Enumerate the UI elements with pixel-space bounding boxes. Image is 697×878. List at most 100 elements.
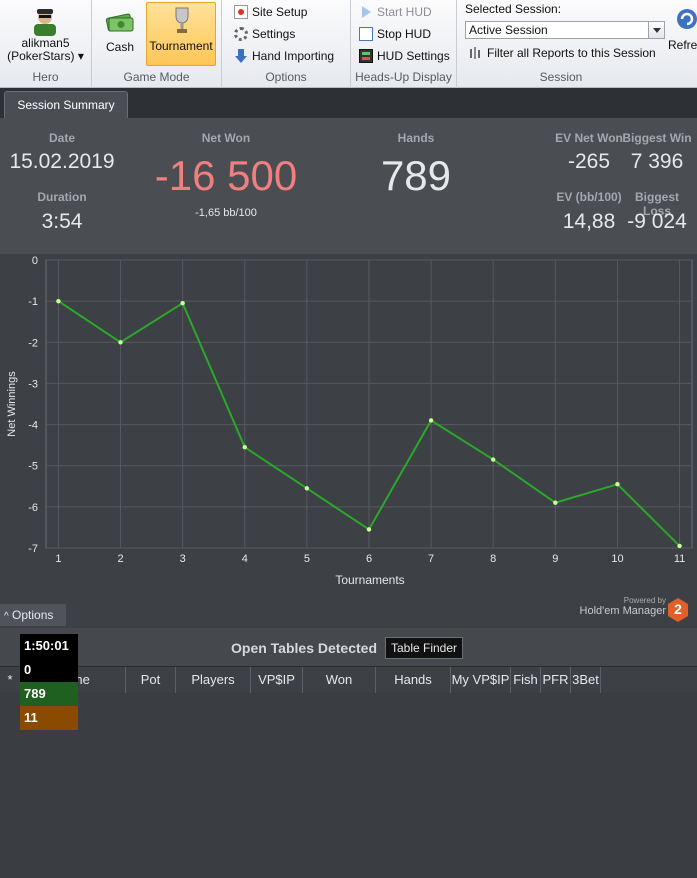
tournament-button[interactable]: Tournament xyxy=(146,2,216,66)
hud-group-label: Heads-Up Display xyxy=(355,70,452,84)
session-group-label: Session xyxy=(539,70,583,84)
biggest-loss-label: Biggest Loss xyxy=(634,190,679,218)
site-setup-button[interactable]: Site Setup xyxy=(234,2,307,22)
y-tick-label: -7 xyxy=(28,543,38,555)
x-tick-label: 8 xyxy=(490,553,496,565)
column-fish[interactable]: Fish xyxy=(511,667,541,693)
column-hands[interactable]: Hands xyxy=(376,667,451,693)
options-group-label: Options xyxy=(265,70,307,84)
stop-hud-button[interactable]: Stop HUD xyxy=(359,24,431,44)
biggest-loss-value: -9 024 xyxy=(627,210,687,233)
hud-timer: 1:50:01 xyxy=(20,634,78,658)
x-tick-label: 7 xyxy=(428,553,434,565)
chart-svg: 0 -1 -2 -3 -4 -5 -6 -7 1 2 3 4 5 6 7 8 9 10 11 Tournament… xyxy=(6,255,693,587)
column-3bet[interactable]: 3Bet xyxy=(571,667,601,693)
x-tick-label: 9 xyxy=(552,553,558,565)
play-icon xyxy=(362,6,371,18)
session-select-value: Active Session xyxy=(469,23,548,37)
data-point xyxy=(677,543,682,549)
x-tick-label: 11 xyxy=(674,553,685,565)
hands-label: Hands xyxy=(397,131,435,145)
hero-name[interactable]: alikman5 (PokerStars) ▾ xyxy=(0,37,91,63)
column-my-vpip[interactable]: My VP$IP xyxy=(451,667,511,693)
data-point xyxy=(428,418,434,423)
tables-column-header: * Name Pot Players VP$IP Won Hands My VP… xyxy=(0,666,697,693)
hero-group-label: Hero xyxy=(32,70,59,84)
biggest-win-label: Biggest Win xyxy=(622,131,692,145)
settings-label: Settings xyxy=(252,27,296,41)
chart-grid xyxy=(45,259,693,549)
net-winnings-chart: 0 -1 -2 -3 -4 -5 -6 -7 1 2 3 4 5 6 7 8 9 10 11 Tournament… xyxy=(0,254,697,628)
net-won-label: Net Won xyxy=(201,131,251,145)
hand-importing-button[interactable]: Hand Importing xyxy=(234,46,334,66)
column-pfr[interactable]: PFR xyxy=(541,667,571,693)
data-point xyxy=(366,527,372,532)
hero-avatar-icon[interactable] xyxy=(30,4,60,36)
biggest-win-value: 7 396 xyxy=(630,150,684,173)
session-select[interactable]: Active Session xyxy=(465,21,665,39)
hm2-logo-icon: 2 xyxy=(668,598,688,622)
duration-value: 3:54 xyxy=(41,210,83,233)
x-axis-label: Tournaments xyxy=(335,573,404,587)
hand-importing-label: Hand Importing xyxy=(252,49,335,63)
hands-value: 789 xyxy=(380,152,452,199)
cash-icon xyxy=(105,13,134,32)
options-group: Site Setup Settings Hand Importing Optio… xyxy=(222,0,351,88)
download-arrow-icon xyxy=(235,49,247,63)
powered-by-text: Powered by xyxy=(623,596,666,605)
site-setup-icon xyxy=(234,5,248,19)
y-tick-label: -6 xyxy=(28,502,38,514)
start-hud-button[interactable]: Start HUD xyxy=(359,2,432,22)
options-expander[interactable]: ^ Options xyxy=(0,604,66,626)
hud-stat-zero: 0 xyxy=(20,658,78,682)
net-won-value: -16 500 xyxy=(154,152,298,199)
site-setup-label: Site Setup xyxy=(252,5,308,19)
options-label: Options xyxy=(12,608,54,622)
cash-button[interactable]: Cash xyxy=(92,2,148,66)
y-axis-label: Net Winnings xyxy=(6,371,18,437)
chevron-up-icon: ^ xyxy=(4,611,9,622)
filter-reports-label: Filter all Reports to this Session xyxy=(487,46,656,60)
y-tick-label: -1 xyxy=(28,296,38,308)
data-point xyxy=(553,500,558,505)
data-point xyxy=(180,301,185,306)
column-players[interactable]: Players xyxy=(176,667,251,693)
x-tick-label: 5 xyxy=(304,553,310,565)
hero-site: (PokerStars) ▾ xyxy=(7,49,84,63)
tab-strip: Session Summary xyxy=(0,88,697,118)
x-tick-label: 10 xyxy=(611,553,623,565)
column-star[interactable]: * xyxy=(7,672,13,687)
column-vpip[interactable]: VP$IP xyxy=(251,667,303,693)
x-ticks: 1 2 3 4 5 6 7 8 9 10 11 xyxy=(55,553,685,565)
ribbon: alikman5 (PokerStars) ▾ Hero Cash Tourna… xyxy=(0,0,697,88)
x-tick-label: 3 xyxy=(180,553,186,565)
refresh-label[interactable]: Refres xyxy=(668,38,697,52)
ev-bb-value: 14,88 xyxy=(562,210,616,233)
open-tables-panel: Open Tables Detected Table Finder * Name… xyxy=(0,628,697,878)
date-value: 15.02.2019 xyxy=(9,150,115,173)
y-tick-label: 0 xyxy=(32,255,38,267)
game-mode-group: Cash Tournament Game Mode xyxy=(92,0,222,88)
filter-reports-button[interactable]: Filter all Reports to this Session xyxy=(469,43,656,63)
data-point xyxy=(242,445,247,450)
open-tables-header: Open Tables Detected Table Finder xyxy=(0,628,697,666)
tab-session-summary[interactable]: Session Summary xyxy=(4,91,128,118)
net-won-bb: -1,65 bb/100 xyxy=(195,207,257,219)
chevron-down-icon[interactable] xyxy=(648,22,664,38)
column-won[interactable]: Won xyxy=(303,667,376,693)
data-point xyxy=(56,298,61,304)
hero-username: alikman5 xyxy=(21,36,70,50)
session-group: Selected Session: Filter all Reports to … xyxy=(457,0,697,88)
hud-stat-hands: 789 xyxy=(20,682,78,706)
series-points xyxy=(56,298,682,549)
table-finder-button[interactable]: Table Finder xyxy=(385,637,463,659)
settings-button[interactable]: Settings xyxy=(234,24,295,44)
hud-settings-button[interactable]: HUD Settings xyxy=(359,46,450,66)
hud-overlay[interactable]: 1:50:01 0 789 11 xyxy=(20,634,78,730)
cash-label: Cash xyxy=(105,40,134,54)
column-pot[interactable]: Pot xyxy=(126,667,176,693)
refresh-icon[interactable] xyxy=(674,6,697,32)
game-mode-group-label: Game Mode xyxy=(123,70,190,84)
ev-bb-label: EV (bb/100) xyxy=(556,190,622,204)
hud-settings-label: HUD Settings xyxy=(377,49,450,63)
